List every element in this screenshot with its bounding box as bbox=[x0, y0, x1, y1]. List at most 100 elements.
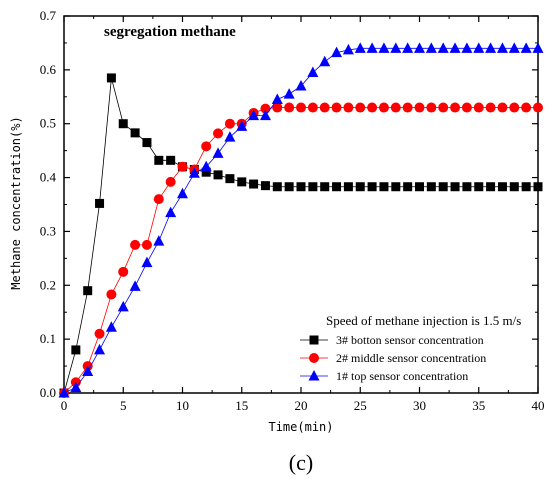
data-point-bottom-sensor bbox=[426, 182, 436, 192]
data-point-top-sensor bbox=[165, 206, 177, 218]
data-point-bottom-sensor bbox=[249, 179, 259, 189]
x-tick-label: 10 bbox=[176, 398, 189, 413]
data-point-middle-sensor bbox=[450, 102, 461, 113]
data-point-bottom-sensor bbox=[284, 182, 294, 192]
data-point-top-sensor bbox=[58, 387, 70, 398]
x-tick-label: 20 bbox=[295, 398, 308, 413]
data-point-top-sensor bbox=[236, 120, 248, 131]
data-point-middle-sensor bbox=[497, 102, 508, 113]
data-point-middle-sensor bbox=[414, 102, 425, 113]
data-point-bottom-sensor bbox=[462, 182, 472, 192]
data-point-top-sensor bbox=[295, 80, 307, 91]
legend: 3# botton sensor concentration 2# middle … bbox=[300, 333, 486, 383]
data-point-top-sensor bbox=[402, 42, 414, 53]
data-point-bottom-sensor bbox=[415, 182, 424, 192]
data-point-middle-sensor bbox=[153, 194, 164, 205]
data-point-top-sensor bbox=[70, 381, 82, 393]
data-point-top-sensor bbox=[248, 109, 260, 121]
data-point-bottom-sensor bbox=[213, 170, 223, 180]
y-axis-title: Methane concentration(%) bbox=[9, 116, 23, 289]
data-point-bottom-sensor bbox=[154, 155, 164, 165]
data-point-middle-sensor bbox=[331, 102, 342, 113]
data-point-middle-sensor bbox=[533, 102, 543, 113]
y-tick-label: 0.7 bbox=[40, 8, 57, 23]
data-point-middle-sensor bbox=[94, 328, 105, 339]
data-point-middle-sensor bbox=[307, 102, 318, 113]
axes-group: 0 5 10 15 20 25 30 35 40 0.0 0.1 0.2 0.3 0.4 0.5 0.6 0.7 bbox=[40, 8, 545, 413]
legend-title: Speed of methane injection is 1.5 m/s bbox=[326, 313, 521, 328]
legend-label-bottom-sensor: 3# botton sensor concentration bbox=[336, 333, 484, 347]
data-point-bottom-sensor bbox=[474, 182, 484, 192]
data-point-middle-sensor bbox=[438, 102, 449, 113]
data-point-top-sensor bbox=[188, 167, 200, 178]
data-point-middle-sensor bbox=[165, 176, 176, 187]
y-tick-label: 0.4 bbox=[40, 170, 57, 185]
data-point-top-sensor bbox=[94, 343, 106, 355]
data-point-bottom-sensor bbox=[343, 182, 353, 192]
data-point-middle-sensor bbox=[284, 102, 295, 113]
y-tick-label: 0.5 bbox=[40, 116, 56, 131]
data-point-middle-sensor bbox=[201, 141, 212, 152]
data-point-top-sensor bbox=[354, 42, 366, 53]
data-point-middle-sensor bbox=[106, 289, 117, 300]
data-point-middle-sensor bbox=[390, 102, 401, 113]
data-point-middle-sensor bbox=[461, 102, 472, 113]
data-point-bottom-sensor bbox=[296, 182, 306, 192]
data-point-top-sensor bbox=[331, 46, 343, 58]
y-tick-label: 0.1 bbox=[40, 331, 56, 346]
y-tick-label: 0.0 bbox=[40, 385, 56, 400]
data-point-top-sensor bbox=[520, 42, 532, 53]
data-point-top-sensor bbox=[117, 300, 129, 312]
data-point-bottom-sensor bbox=[521, 182, 531, 192]
data-point-bottom-sensor bbox=[95, 198, 105, 208]
data-point-bottom-sensor bbox=[142, 138, 152, 148]
data-point-middle-sensor bbox=[473, 102, 484, 113]
data-point-top-sensor bbox=[82, 365, 94, 376]
data-point-middle-sensor bbox=[378, 102, 389, 113]
data-point-top-sensor bbox=[283, 88, 295, 99]
data-point-bottom-sensor bbox=[438, 182, 448, 192]
series-middle-sensor bbox=[59, 102, 543, 398]
data-point-top-sensor bbox=[105, 321, 117, 332]
x-tick-label: 35 bbox=[472, 398, 485, 413]
data-point-bottom-sensor bbox=[391, 182, 401, 192]
data-point-bottom-sensor bbox=[403, 182, 413, 192]
data-point-bottom-sensor bbox=[486, 182, 496, 192]
data-point-bottom-sensor bbox=[497, 182, 507, 192]
data-point-top-sensor bbox=[319, 55, 331, 67]
data-point-middle-sensor bbox=[130, 239, 141, 250]
data-point-top-sensor bbox=[224, 131, 236, 142]
chart-title: segregation methane bbox=[104, 24, 236, 40]
data-point-bottom-sensor bbox=[509, 182, 519, 192]
data-point-top-sensor bbox=[259, 109, 271, 121]
data-point-bottom-sensor bbox=[308, 182, 318, 192]
data-point-middle-sensor bbox=[213, 128, 224, 139]
data-point-top-sensor bbox=[390, 42, 402, 53]
data-point-middle-sensor bbox=[343, 102, 354, 113]
data-point-bottom-sensor bbox=[355, 182, 365, 192]
data-point-bottom-sensor bbox=[379, 182, 389, 192]
y-tick-label: 0.3 bbox=[40, 223, 56, 238]
data-point-top-sensor bbox=[485, 42, 497, 53]
series-bottom-sensor bbox=[59, 73, 543, 398]
data-point-bottom-sensor bbox=[130, 128, 140, 138]
data-point-middle-sensor bbox=[509, 102, 520, 113]
data-point-top-sensor bbox=[177, 187, 188, 199]
x-axis-title: Time(min) bbox=[268, 420, 333, 434]
data-point-middle-sensor bbox=[367, 102, 378, 113]
x-tick-label: 40 bbox=[532, 398, 545, 413]
data-point-top-sensor bbox=[129, 280, 141, 291]
panel-label: (c) bbox=[289, 450, 313, 475]
y-tick-label: 0.6 bbox=[40, 62, 57, 77]
x-tick-label: 30 bbox=[413, 398, 426, 413]
data-point-middle-sensor bbox=[141, 239, 152, 250]
x-tick-label: 5 bbox=[120, 398, 127, 413]
data-point-bottom-sensor bbox=[166, 155, 176, 165]
data-point-bottom-sensor bbox=[272, 182, 282, 192]
legend-marker-top-sensor bbox=[308, 370, 320, 381]
data-point-middle-sensor bbox=[118, 266, 129, 277]
legend-marker-middle-sensor bbox=[309, 353, 319, 363]
data-point-bottom-sensor bbox=[450, 182, 460, 192]
series-layer bbox=[58, 42, 544, 398]
